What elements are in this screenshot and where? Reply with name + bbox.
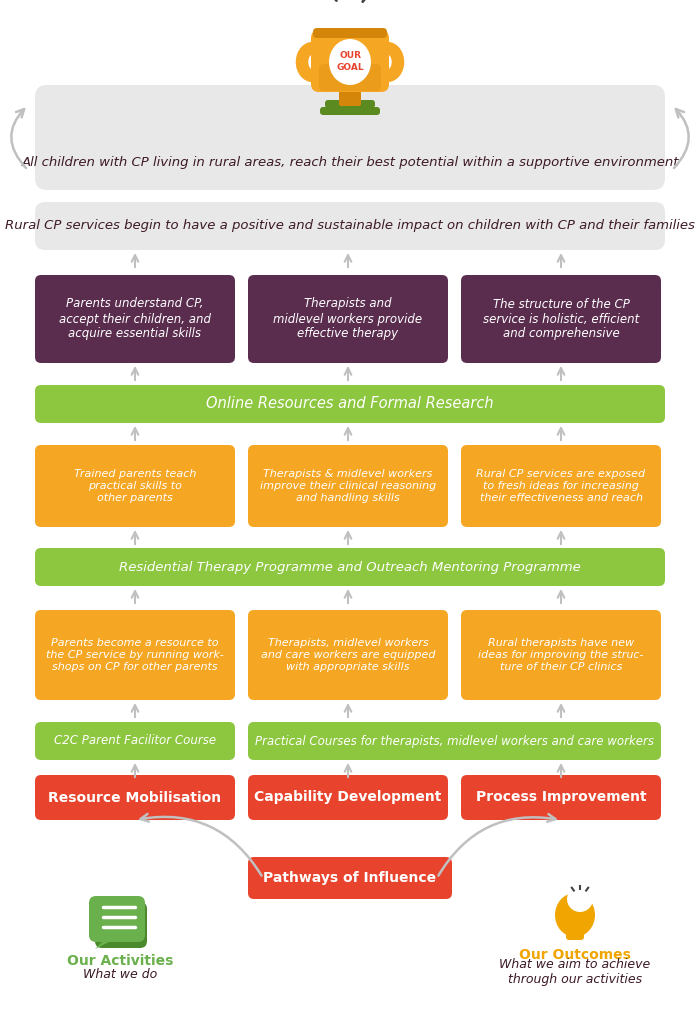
FancyBboxPatch shape: [566, 926, 584, 941]
FancyBboxPatch shape: [319, 64, 381, 91]
FancyBboxPatch shape: [35, 202, 665, 250]
FancyBboxPatch shape: [311, 30, 389, 92]
FancyArrowPatch shape: [438, 814, 556, 876]
Text: Resource Mobilisation: Resource Mobilisation: [48, 790, 222, 805]
Text: Therapists, midlevel workers
and care workers are equipped
with appropriate skil: Therapists, midlevel workers and care wo…: [260, 638, 435, 672]
Text: Therapists & midlevel workers
improve their clinical reasoning
and handling skil: Therapists & midlevel workers improve th…: [260, 469, 436, 502]
Text: Our Activities: Our Activities: [66, 954, 173, 968]
Text: Pathways of Influence: Pathways of Influence: [263, 871, 437, 885]
Text: Online Resources and Formal Research: Online Resources and Formal Research: [206, 396, 494, 412]
Text: The structure of the CP
service is holistic, efficient
and comprehensive: The structure of the CP service is holis…: [483, 297, 639, 341]
FancyBboxPatch shape: [248, 610, 448, 700]
Text: Parents understand CP,
accept their children, and
acquire essential skills: Parents understand CP, accept their chil…: [59, 297, 211, 341]
Text: Parents become a resource to
the CP service by running work-
shops on CP for oth: Parents become a resource to the CP serv…: [46, 638, 224, 672]
Polygon shape: [95, 939, 115, 949]
Text: C2C Parent Facilitor Course: C2C Parent Facilitor Course: [54, 735, 216, 747]
Circle shape: [567, 886, 593, 912]
FancyBboxPatch shape: [248, 445, 448, 527]
Text: Our Outcomes: Our Outcomes: [519, 948, 631, 962]
Text: GOAL: GOAL: [336, 63, 364, 71]
FancyBboxPatch shape: [461, 610, 661, 700]
FancyBboxPatch shape: [313, 28, 387, 38]
Text: Capability Development: Capability Development: [254, 790, 442, 805]
Ellipse shape: [555, 893, 595, 937]
Text: Residential Therapy Programme and Outreach Mentoring Programme: Residential Therapy Programme and Outrea…: [119, 561, 581, 573]
FancyBboxPatch shape: [339, 88, 361, 106]
FancyBboxPatch shape: [248, 275, 448, 363]
FancyBboxPatch shape: [95, 902, 147, 948]
FancyBboxPatch shape: [248, 722, 661, 760]
Text: Trained parents teach
practical skills to
other parents: Trained parents teach practical skills t…: [74, 469, 196, 502]
FancyBboxPatch shape: [35, 610, 235, 700]
FancyBboxPatch shape: [461, 445, 661, 527]
FancyBboxPatch shape: [325, 100, 375, 108]
Ellipse shape: [329, 39, 371, 85]
Text: Therapists and
midlevel workers provide
effective therapy: Therapists and midlevel workers provide …: [274, 297, 423, 341]
FancyBboxPatch shape: [248, 857, 452, 899]
Text: What we aim to achieve
through our activities: What we aim to achieve through our activ…: [499, 958, 650, 986]
FancyBboxPatch shape: [89, 896, 145, 942]
FancyArrowPatch shape: [674, 109, 689, 168]
Text: Rural CP services begin to have a positive and sustainable impact on children wi: Rural CP services begin to have a positi…: [5, 219, 695, 233]
Text: All children with CP living in rural areas, reach their best potential within a : All children with CP living in rural are…: [21, 156, 679, 169]
Text: Rural therapists have new
ideas for improving the struc-
ture of their CP clinic: Rural therapists have new ideas for impr…: [478, 638, 644, 672]
FancyBboxPatch shape: [35, 85, 665, 190]
FancyBboxPatch shape: [248, 775, 448, 820]
FancyBboxPatch shape: [320, 107, 380, 115]
Text: Process Improvement: Process Improvement: [476, 790, 646, 805]
Text: Practical Courses for therapists, midlevel workers and care workers: Practical Courses for therapists, midlev…: [255, 735, 654, 747]
Text: What we do: What we do: [83, 968, 157, 982]
FancyBboxPatch shape: [35, 385, 665, 423]
FancyBboxPatch shape: [35, 275, 235, 363]
FancyBboxPatch shape: [35, 548, 665, 586]
FancyBboxPatch shape: [461, 275, 661, 363]
FancyArrowPatch shape: [11, 109, 26, 168]
Text: OUR: OUR: [339, 50, 361, 60]
FancyArrowPatch shape: [141, 814, 262, 876]
FancyBboxPatch shape: [461, 775, 661, 820]
FancyBboxPatch shape: [35, 775, 235, 820]
Text: Rural CP services are exposed
to fresh ideas for increasing
their effectiveness : Rural CP services are exposed to fresh i…: [477, 469, 645, 502]
FancyBboxPatch shape: [35, 445, 235, 527]
FancyBboxPatch shape: [35, 722, 235, 760]
